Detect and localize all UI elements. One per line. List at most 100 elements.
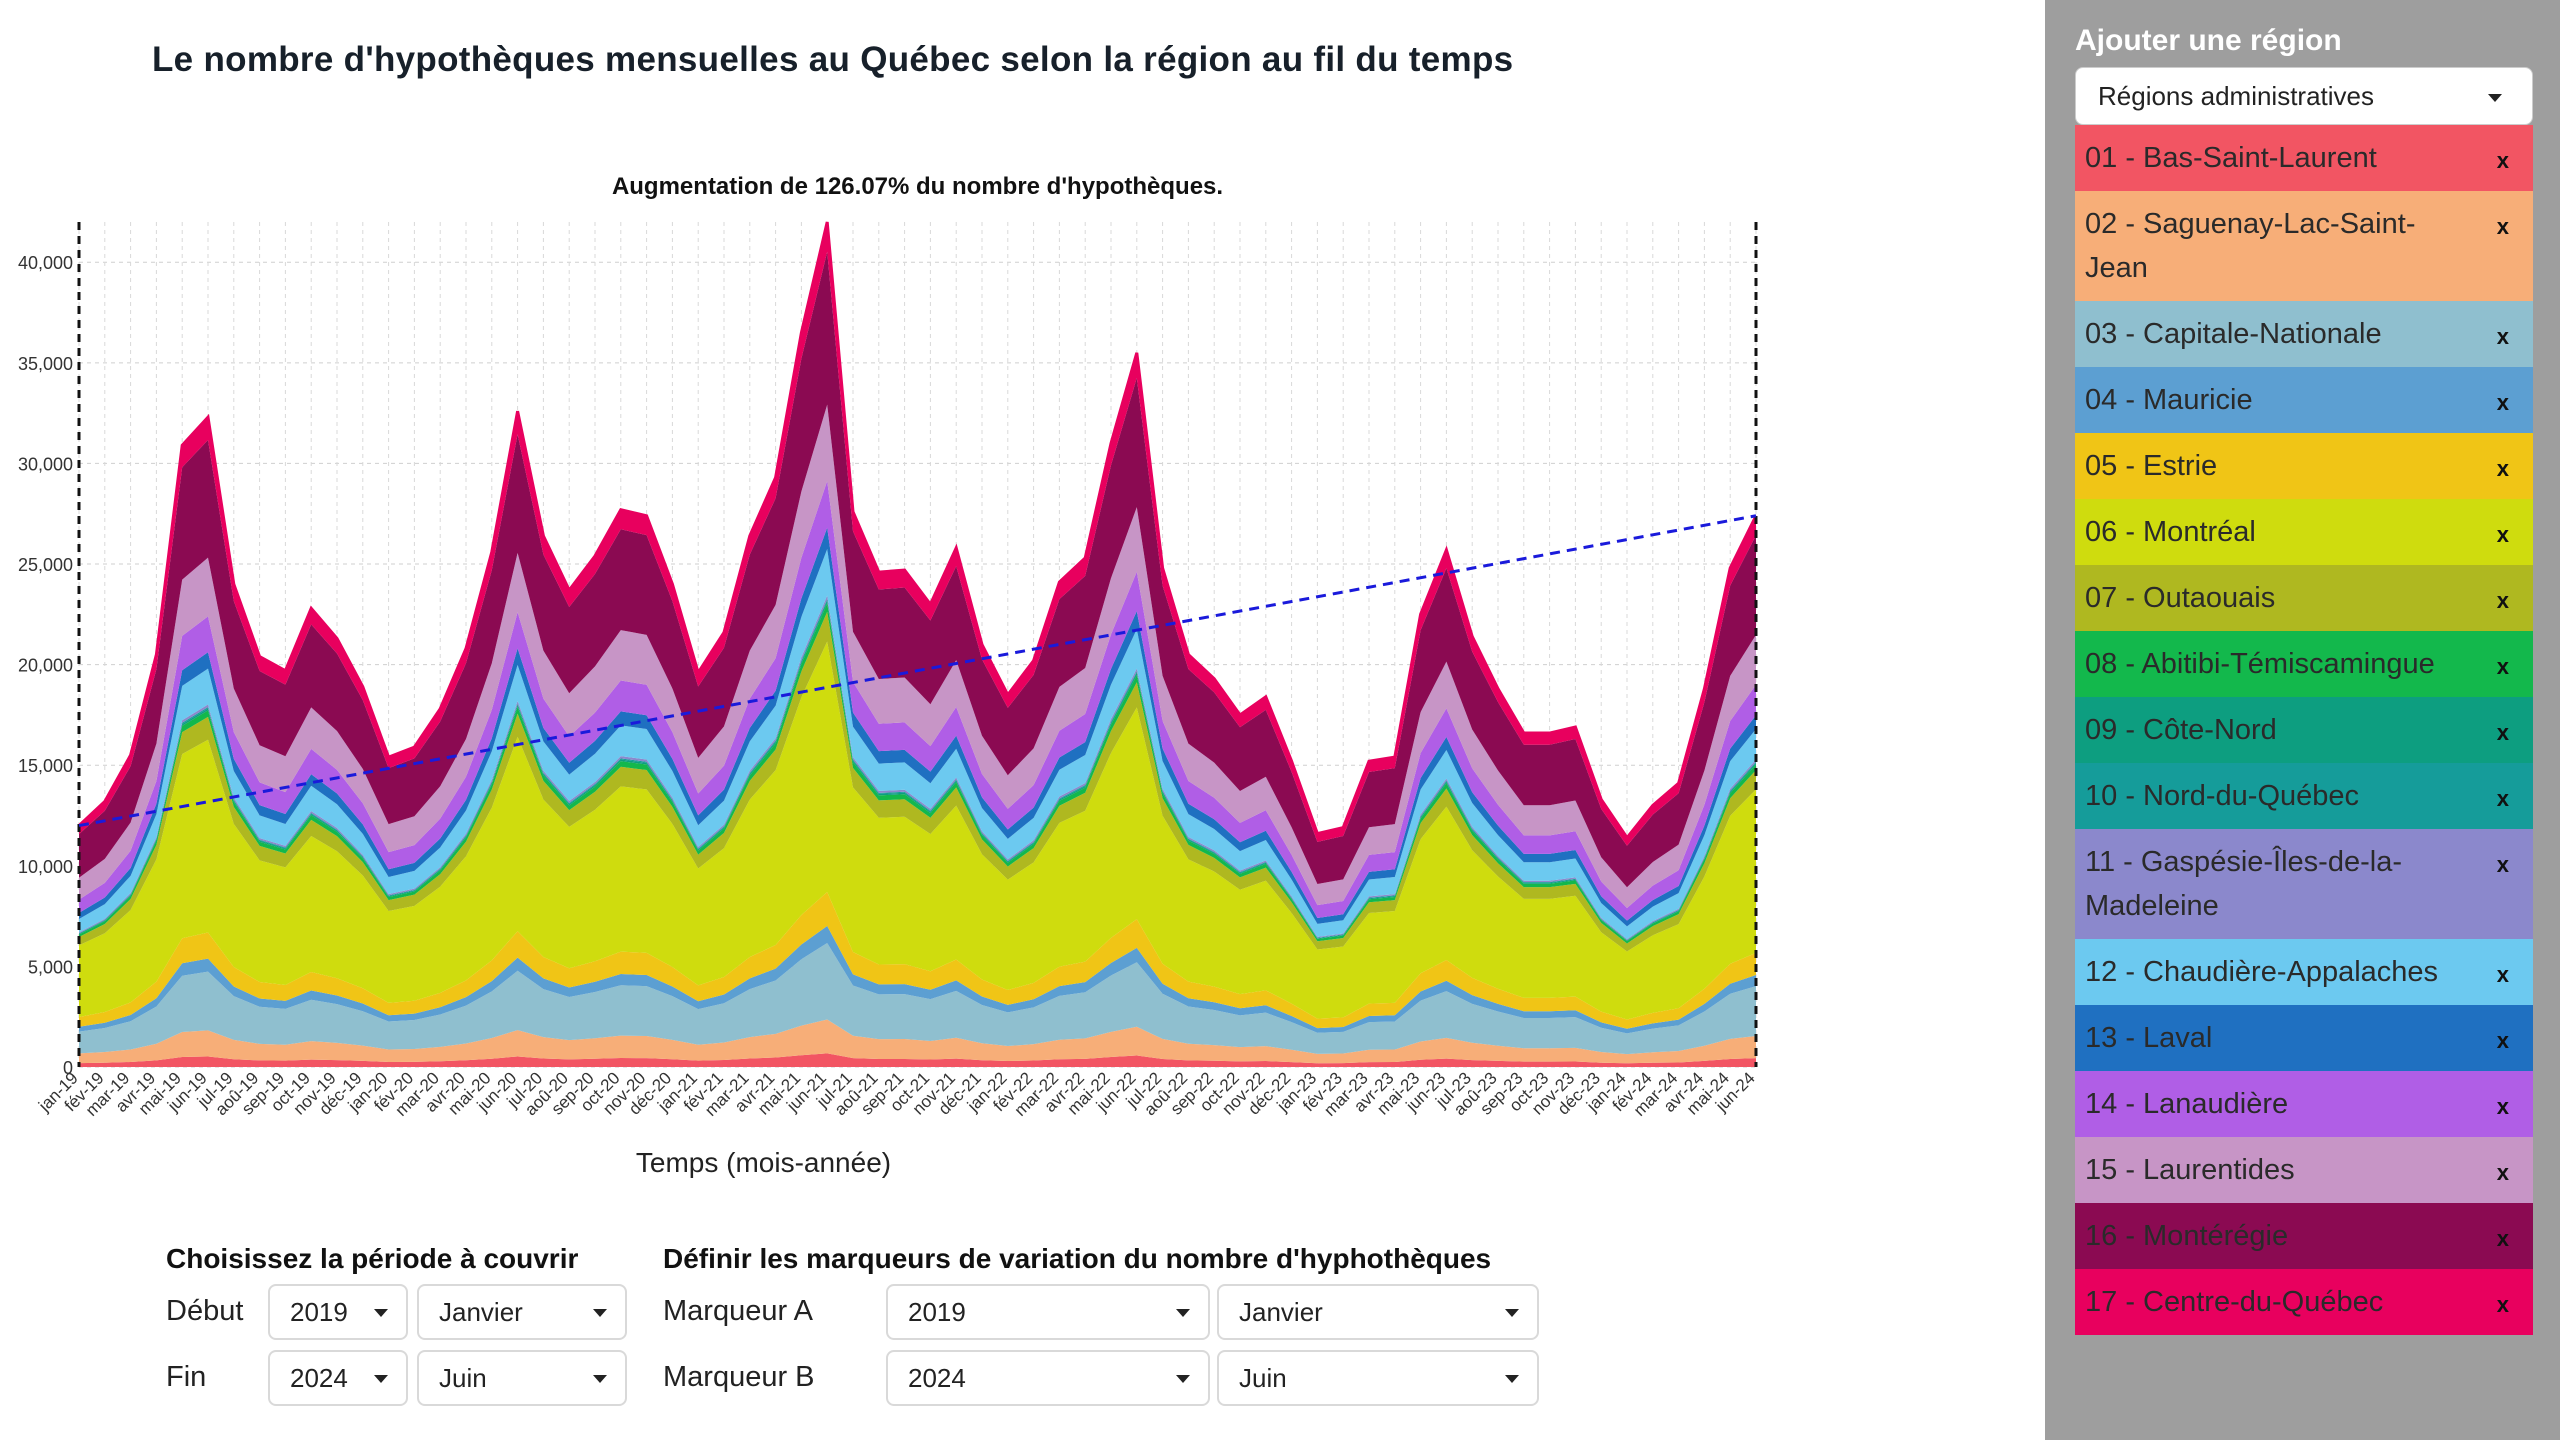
region-item[interactable]: 15 - Laurentides x [2075, 1137, 2533, 1203]
region-item[interactable]: 09 - Côte-Nord x [2075, 697, 2533, 763]
region-label: 03 - Capitale-Nationale [2085, 318, 2382, 350]
period-title: Choisissez la période à couvrir [166, 1243, 579, 1274]
y-tick-label: 20,000 [18, 656, 73, 676]
y-tick-label: 35,000 [18, 354, 73, 374]
end-month-select[interactable]: Juin [417, 1350, 627, 1406]
remove-region-button[interactable]: x [2496, 390, 2509, 415]
region-label: 17 - Centre-du-Québec [2085, 1286, 2384, 1318]
region-type-select[interactable]: Régions administratives [2075, 67, 2533, 125]
region-item[interactable]: 02 - Saguenay-Lac-Saint-Jean x [2075, 191, 2533, 301]
region-item[interactable]: 13 - Laval x [2075, 1005, 2533, 1071]
chevron-down-icon [1505, 1309, 1519, 1317]
x-axis-label: Temps (mois-année) [636, 1147, 891, 1178]
end-year-value: 2024 [290, 1362, 348, 1393]
chart-title: Augmentation de 126.07% du nombre d'hypo… [612, 173, 1223, 200]
region-item[interactable]: 16 - Montérégie x [2075, 1203, 2533, 1269]
region-list: 01 - Bas-Saint-Laurent x 02 - Saguenay-Lac… [2075, 125, 2533, 1335]
marker-b-label: Marqueur B [663, 1361, 815, 1393]
region-label: 08 - Abitibi-Témiscamingue [2085, 648, 2435, 680]
remove-region-button[interactable]: x [2496, 588, 2509, 613]
remove-region-button[interactable]: x [2496, 1292, 2509, 1317]
end-year-select[interactable]: 2024 [268, 1350, 408, 1406]
main-panel: Le nombre d'hypothèques mensuelles au Qu… [0, 40, 1800, 1406]
remove-region-button[interactable]: x [2496, 148, 2509, 173]
chevron-down-icon [593, 1375, 607, 1383]
y-tick-label: 25,000 [18, 555, 73, 575]
marker-b-month-value: Juin [1239, 1362, 1287, 1393]
region-item[interactable]: 04 - Mauricie x [2075, 367, 2533, 433]
region-label: 13 - Laval [2085, 1022, 2213, 1054]
chevron-down-icon [1505, 1375, 1519, 1383]
region-label: 15 - Laurentides [2085, 1154, 2295, 1186]
marker-b-month-select[interactable]: Juin [1217, 1350, 1539, 1406]
area-series [79, 641, 1756, 1020]
region-label: 16 - Montérégie [2085, 1220, 2289, 1252]
region-label: 10 - Nord-du-Québec [2085, 780, 2360, 812]
remove-region-button[interactable]: x [2496, 214, 2509, 239]
y-tick-label: 30,000 [18, 454, 73, 474]
region-label: 12 - Chaudière-Appalaches [2085, 956, 2439, 988]
marker-a-year-select[interactable]: 2019 [886, 1284, 1210, 1340]
stacked-area-chart[interactable]: Augmentation de 126.07% du nombre d'hypo… [0, 150, 1800, 1190]
y-tick-label: 15,000 [18, 756, 73, 776]
marker-b-year-select[interactable]: 2024 [886, 1350, 1210, 1406]
start-year-value: 2019 [290, 1296, 348, 1327]
area-series [79, 1019, 1756, 1064]
region-label: 07 - Outaouais [2085, 582, 2276, 614]
region-item[interactable]: 12 - Chaudière-Appalaches x [2075, 939, 2533, 1005]
remove-region-button[interactable]: x [2496, 654, 2509, 679]
region-item[interactable]: 07 - Outaouais x [2075, 565, 2533, 631]
region-item[interactable]: 03 - Capitale-Nationale x [2075, 301, 2533, 367]
marker-a-label: Marqueur A [663, 1295, 813, 1327]
remove-region-button[interactable]: x [2496, 1160, 2509, 1185]
remove-region-button[interactable]: x [2496, 1028, 2509, 1053]
start-year-select[interactable]: 2019 [268, 1284, 408, 1340]
region-label: 04 - Mauricie [2085, 384, 2253, 416]
region-type-value: Régions administratives [2098, 80, 2375, 111]
region-label: 05 - Estrie [2085, 450, 2218, 482]
region-item[interactable]: 17 - Centre-du-Québec x [2075, 1269, 2533, 1335]
start-label: Début [166, 1295, 244, 1327]
chevron-down-icon [593, 1309, 607, 1317]
remove-region-button[interactable]: x [2496, 962, 2509, 987]
y-tick-label: 0 [63, 1058, 73, 1078]
remove-region-button[interactable]: x [2496, 324, 2509, 349]
y-tick-label: 10,000 [18, 857, 73, 877]
chevron-down-icon [374, 1375, 388, 1383]
chevron-down-icon [374, 1309, 388, 1317]
region-label: 02 - Saguenay-Lac-Saint-Jean [2085, 208, 2416, 284]
remove-region-button[interactable]: x [2496, 1226, 2509, 1251]
region-item[interactable]: 01 - Bas-Saint-Laurent x [2075, 125, 2533, 191]
region-label: 01 - Bas-Saint-Laurent [2085, 142, 2377, 174]
remove-region-button[interactable]: x [2496, 456, 2509, 481]
region-item[interactable]: 10 - Nord-du-Québec x [2075, 763, 2533, 829]
region-item[interactable]: 08 - Abitibi-Témiscamingue x [2075, 631, 2533, 697]
region-item[interactable]: 05 - Estrie x [2075, 433, 2533, 499]
region-item[interactable]: 11 - Gaspésie-Îles-de-la-Madeleine x [2075, 829, 2533, 939]
region-label: 14 - Lanaudière [2085, 1088, 2289, 1120]
page-title: Le nombre d'hypothèques mensuelles au Qu… [152, 40, 1514, 79]
start-month-select[interactable]: Janvier [417, 1284, 627, 1340]
sidebar-title: Ajouter une région [2075, 24, 2342, 57]
marker-a-month-select[interactable]: Janvier [1217, 1284, 1539, 1340]
marker-b-year-value: 2024 [908, 1362, 966, 1393]
remove-region-button[interactable]: x [2496, 852, 2509, 877]
y-tick-label: 5,000 [28, 957, 73, 977]
start-month-value: Janvier [439, 1296, 523, 1327]
remove-region-button[interactable]: x [2496, 1094, 2509, 1119]
remove-region-button[interactable]: x [2496, 522, 2509, 547]
markers-title: Définir les marqueurs de variation du no… [663, 1243, 1492, 1274]
trend-line [78, 514, 1757, 828]
region-item[interactable]: 14 - Lanaudière x [2075, 1071, 2533, 1137]
area-series-outline [77, 221, 1758, 841]
marker-a-month-value: Janvier [1239, 1296, 1323, 1327]
chevron-down-icon [1176, 1375, 1190, 1383]
region-item[interactable]: 06 - Montréal x [2075, 499, 2533, 565]
y-tick-label: 40,000 [18, 253, 73, 273]
chevron-down-icon [2488, 94, 2502, 102]
chevron-down-icon [1176, 1309, 1190, 1317]
marker-a-year-value: 2019 [908, 1296, 966, 1327]
end-label: Fin [166, 1361, 207, 1393]
remove-region-button[interactable]: x [2496, 786, 2509, 811]
remove-region-button[interactable]: x [2496, 720, 2509, 745]
